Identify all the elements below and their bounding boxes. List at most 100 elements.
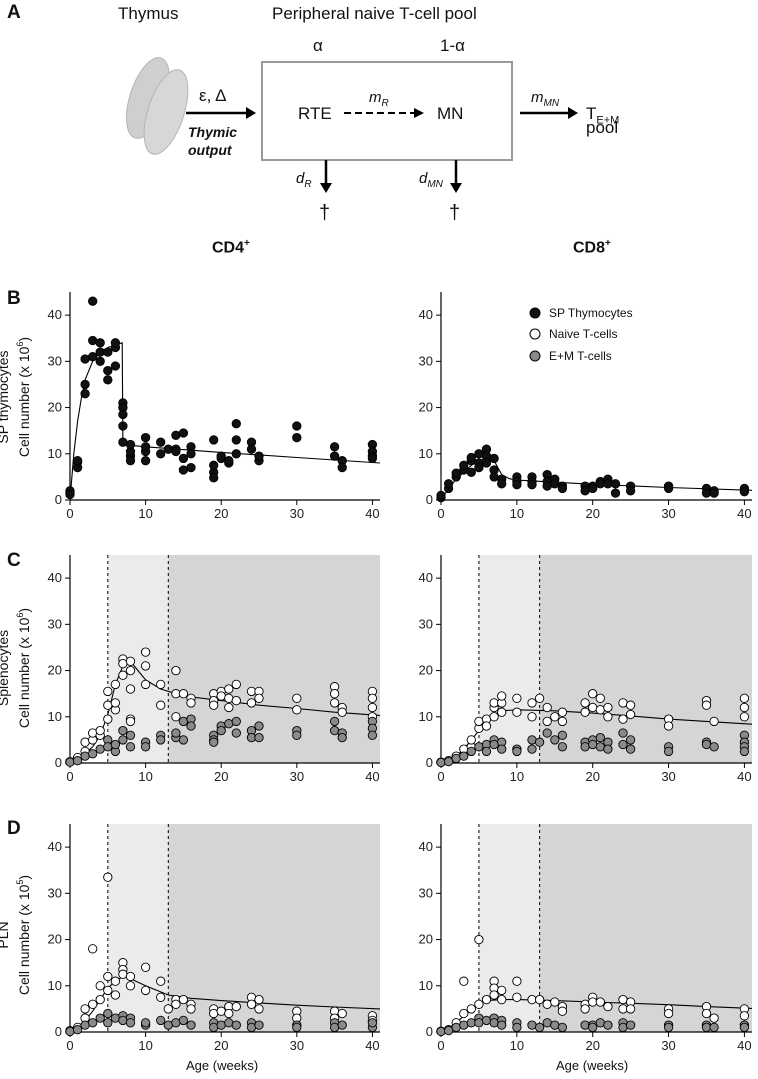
c-cd8-naive-point-7 — [474, 716, 484, 727]
b-cd8-sp-point-30 — [542, 481, 552, 491]
b-cd8-y-tick-label-40: 40 — [419, 307, 433, 322]
c-cd4-naive-point-57 — [367, 702, 378, 713]
c-cd8-naive-point-5 — [466, 735, 476, 745]
c-cd4-em-point-27 — [216, 725, 226, 736]
d-cd4-naive-point-30 — [216, 1006, 226, 1016]
d-cd4-em-point-23 — [231, 1020, 241, 1030]
d-cd4-em-point-13 — [140, 1018, 151, 1028]
c-cd4-naive-point-51 — [329, 689, 340, 699]
b-cd4-sp-point-16 — [103, 365, 113, 376]
c-cd4-x-tick-label-0: 0 — [66, 769, 73, 784]
legend-sp-label: SP Thymocytes — [549, 306, 633, 320]
legend-naive-label: Naive T-cells — [549, 327, 618, 341]
b-cd4-sp-point-27 — [125, 456, 136, 466]
c-cd8-em-point-22 — [580, 742, 590, 752]
c-cd4-naive-point-30 — [171, 712, 181, 722]
c-cd4-em-point-25 — [209, 737, 219, 747]
c-cd4-naive-point-56 — [367, 693, 378, 703]
b-cd4-sp-point-62 — [292, 432, 302, 443]
b-cd4-sp-point-30 — [140, 432, 151, 443]
t-em-label: TE+M — [586, 104, 620, 127]
c-cd8-x-tick-label-30: 30 — [661, 769, 675, 784]
c-cd4-naive-point-42 — [231, 679, 241, 690]
d-cd8-em-point-16 — [542, 1018, 552, 1028]
c-cd4-y-tick-label-0: 0 — [55, 755, 62, 770]
legend-em-marker — [529, 350, 541, 362]
b-cd4-sp-point-33 — [140, 456, 151, 466]
c-cd8-em-point-3 — [459, 751, 469, 761]
c-cd4-naive-point-17 — [118, 658, 128, 669]
b-cd4-sp-point-35 — [156, 449, 166, 459]
mn-death-arrowhead — [450, 183, 462, 193]
b-cd4-sp-point-6 — [80, 389, 90, 399]
c-cd8-em-point-14 — [527, 735, 537, 745]
c-cd8-naive-point-42 — [709, 716, 719, 727]
d-cd8-naive-point-35 — [701, 1008, 712, 1019]
b-cd4-sp-point-5 — [72, 456, 83, 466]
b-cd8-sp-point-7 — [459, 460, 469, 470]
d-cd4-naive-point-12 — [110, 990, 121, 1000]
d-cd8-naive-point-21 — [557, 1006, 568, 1016]
c-cd4-em-point-6 — [103, 742, 113, 752]
b-cd4-sp-point-61 — [292, 421, 302, 431]
d-cd4-naive-point-10 — [103, 985, 113, 996]
c-cd8-em-point-24 — [588, 739, 598, 750]
d-cd8-em-point-19 — [580, 1020, 590, 1030]
b-cd8-x-tick-label-0: 0 — [437, 506, 444, 521]
b-cd8-x-tick-label-40: 40 — [737, 506, 751, 521]
c-cd4-naive-point-13 — [110, 698, 121, 708]
c-cd8-naive-point-21 — [542, 702, 552, 713]
d-cd8-em-point-33 — [739, 1022, 750, 1033]
c-cd8-em-point-29 — [618, 728, 628, 738]
c-cd8-em-point-16 — [534, 737, 545, 747]
c-cd4-naive-point-27 — [156, 700, 166, 710]
d-cd4-em-point-18 — [186, 1020, 196, 1030]
c-cd4-naive-point-54 — [337, 707, 347, 717]
panel-letter-a: A — [7, 2, 21, 23]
d-cd4-naive-point-27 — [186, 1004, 196, 1014]
c-cd4-x-tick-label-10: 10 — [138, 769, 152, 784]
c-cd4-em-point-33 — [254, 721, 264, 731]
c-cd4-naive-point-4 — [80, 737, 90, 747]
d-cd8-em-point-7 — [481, 1015, 492, 1026]
d-cd8-y-tick-label-30: 30 — [419, 885, 433, 900]
mn-label: MN — [437, 104, 464, 123]
d-cd4-naive-point-2 — [80, 1004, 90, 1014]
b-cd8-sp-point-19 — [489, 472, 499, 482]
d-cd8-naive-point-3 — [459, 976, 469, 986]
c-cd8-em-point-30 — [618, 739, 628, 750]
d-cd4-em-point-5 — [103, 1008, 113, 1019]
d-cd8-em-point-17 — [550, 1020, 560, 1030]
c-cd8-naive-point-29 — [588, 702, 598, 713]
d-cd8-x-tick-label-10: 10 — [510, 1038, 524, 1053]
d-cd4-em-point-3 — [88, 1018, 98, 1028]
c-cd4-naive-point-45 — [246, 698, 257, 708]
d-cd8-em-point-28 — [663, 1022, 674, 1033]
c-cd8-naive-point-18 — [527, 698, 537, 708]
c-cd8-naive-point-17 — [512, 707, 522, 717]
d-cd8-shade-dark — [539, 824, 752, 1032]
d-cd8-em-point-14 — [527, 1020, 537, 1030]
d-cd4-em-point-0 — [65, 1026, 75, 1037]
c-cd4-em-point-9 — [118, 735, 128, 745]
c-cd8-em-point-34 — [663, 746, 674, 757]
m-mn-label: mMN — [531, 89, 560, 109]
c-cd4-y-tick-label-20: 20 — [48, 663, 62, 678]
d-cd4-naive-point-22 — [163, 1004, 173, 1014]
d-cd4-naive-point-42 — [337, 1008, 347, 1019]
c-cd8-naive-point-28 — [588, 689, 598, 699]
b-cd8-sp-point-16 — [481, 458, 492, 468]
c-cd8-x-tick-label-40: 40 — [737, 769, 751, 784]
c-cd8-em-point-13 — [512, 746, 522, 757]
c-cd4-naive-point-25 — [140, 679, 151, 690]
panel-letter-c: C — [7, 550, 21, 571]
c-cd4-em-point-2 — [80, 751, 90, 761]
b-cd8-x-tick-label-20: 20 — [585, 506, 599, 521]
d-cd4-naive-point-18 — [140, 962, 151, 972]
c-cd8-naive-point-27 — [580, 707, 590, 717]
d-cd4-naive-point-33 — [231, 1001, 241, 1012]
c-cd8-naive-point-37 — [625, 709, 636, 720]
c-cd4-em-point-30 — [231, 728, 241, 738]
c-cd8-shade-light — [478, 555, 540, 763]
c-cd4-em-point-19 — [178, 716, 189, 727]
